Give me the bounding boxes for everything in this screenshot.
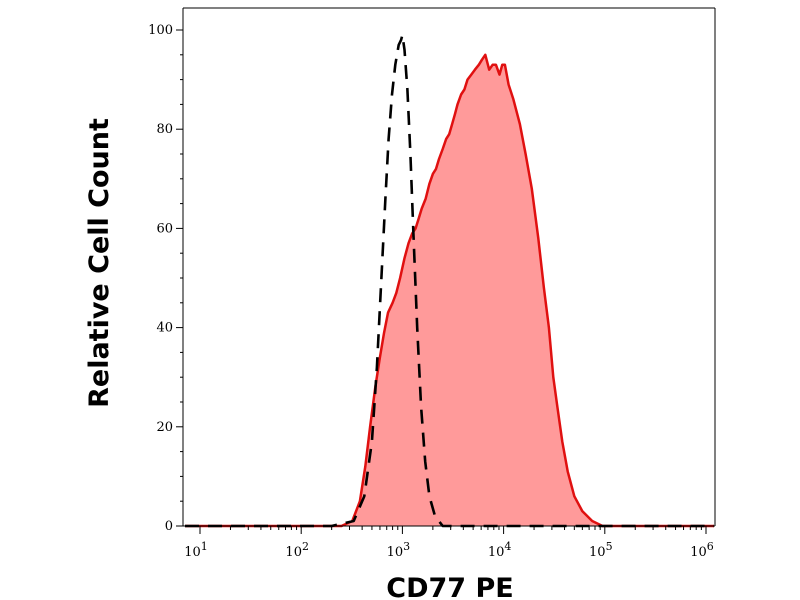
y-axis-title: Relative Cell Count: [84, 118, 115, 408]
axes: [182, 7, 716, 527]
series-line-stained: [185, 53, 714, 528]
x-tick-label: 102: [285, 540, 309, 560]
x-ticks: 101 102 103 104 105 106: [184, 526, 714, 560]
series-line-isotype-control: [185, 33, 714, 528]
x-tick-label: 104: [488, 540, 512, 560]
y-tick-label: 60: [156, 221, 173, 236]
plot-area: [185, 33, 714, 528]
y-tick-label: 20: [156, 420, 173, 435]
x-tick-label: 103: [387, 540, 411, 560]
x-tick-label: 101: [184, 540, 208, 560]
y-tick-label: 40: [156, 321, 173, 336]
y-ticks: 0 20 40 60 80 100: [148, 23, 183, 534]
y-tick-label: 80: [156, 122, 173, 137]
x-tick-label: 105: [589, 540, 613, 560]
x-tick-label: 106: [690, 540, 714, 560]
y-tick-label: 100: [148, 23, 173, 38]
y-tick-label: 0: [165, 519, 173, 534]
series-area-stained: [185, 54, 714, 527]
x-axis-title: CD77 PE: [386, 573, 513, 600]
